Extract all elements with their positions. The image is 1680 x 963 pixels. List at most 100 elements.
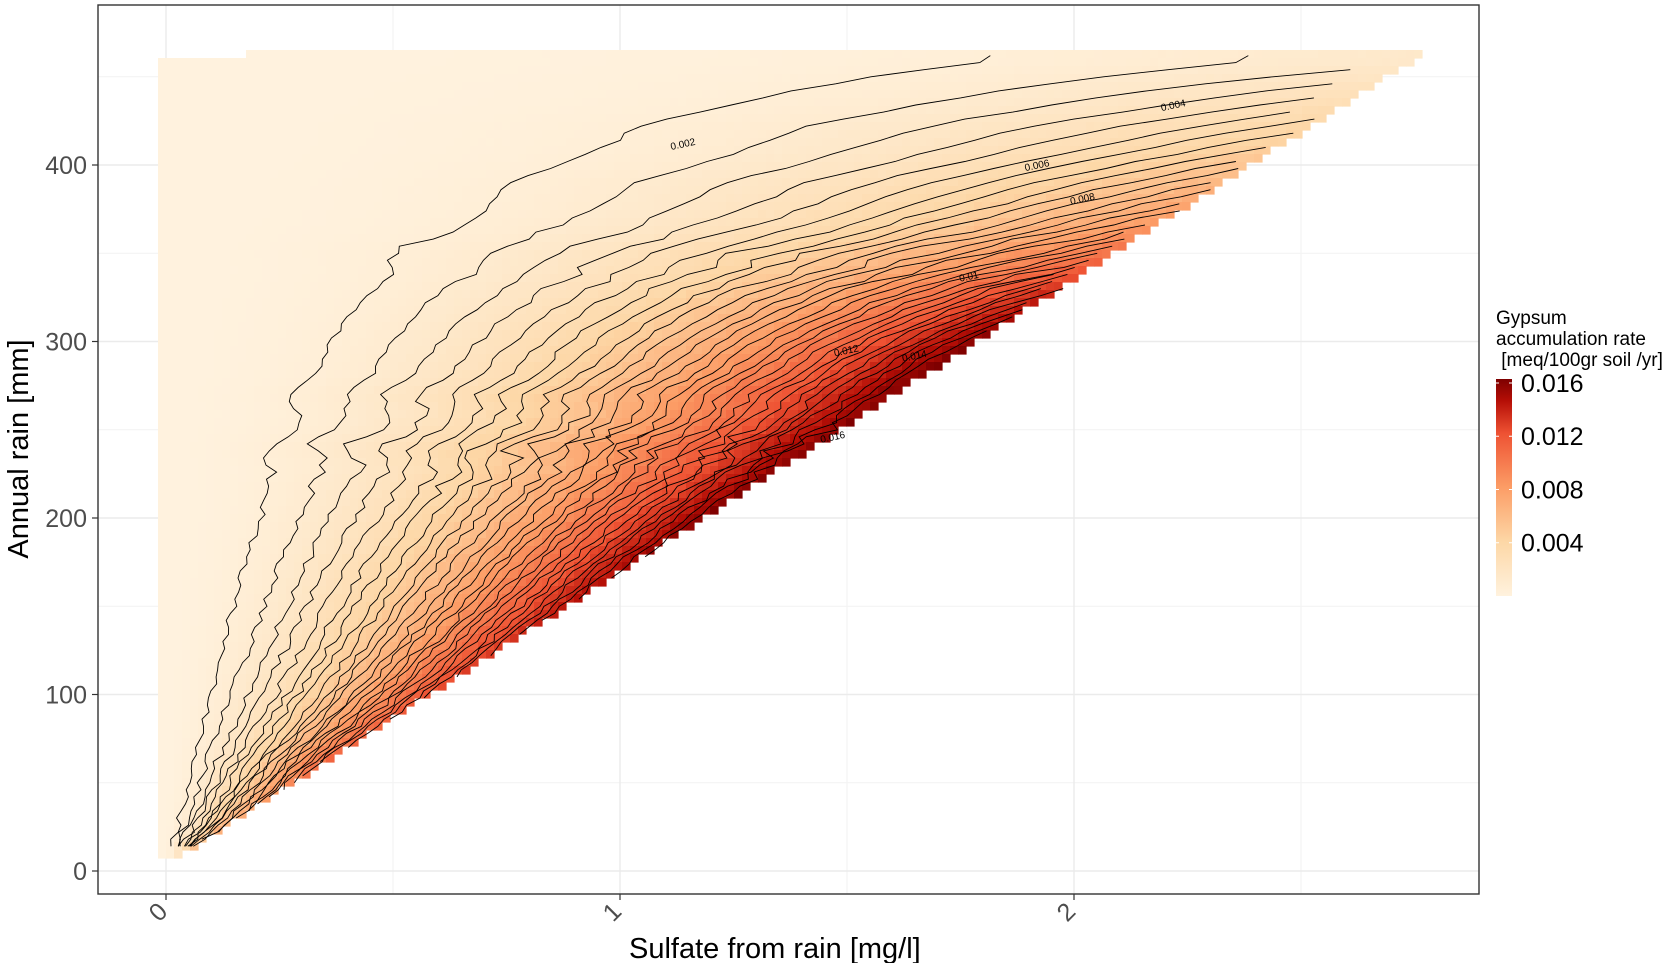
heatmap-tile: [246, 218, 255, 227]
heatmap-tile: [222, 90, 231, 99]
heatmap-tile: [798, 282, 807, 291]
heatmap-tile: [902, 274, 911, 283]
heatmap-tile: [286, 98, 295, 107]
heatmap-tile: [830, 306, 839, 315]
heatmap-tile: [894, 82, 903, 91]
heatmap-tile: [782, 154, 791, 163]
heatmap-tile: [238, 346, 247, 355]
heatmap-tile: [1022, 50, 1031, 59]
heatmap-tile: [262, 58, 271, 67]
heatmap-tile: [174, 354, 183, 363]
heatmap-tile: [246, 314, 255, 323]
heatmap-tile: [1206, 58, 1215, 67]
heatmap-tile: [214, 274, 223, 283]
heatmap-tile: [486, 90, 495, 99]
heatmap-tile: [158, 298, 167, 307]
heatmap-tile: [798, 346, 807, 355]
heatmap-tile: [310, 162, 319, 171]
heatmap-tile: [1030, 50, 1039, 59]
heatmap-tile: [1014, 290, 1023, 299]
heatmap-tile: [1070, 218, 1079, 227]
heatmap-tile: [462, 354, 471, 363]
heatmap-tile: [998, 282, 1007, 291]
heatmap-tile: [1054, 98, 1063, 107]
heatmap-tile: [758, 98, 767, 107]
heatmap-tile: [254, 106, 263, 115]
heatmap-tile: [806, 178, 815, 187]
heatmap-tile: [390, 338, 399, 347]
heatmap-tile: [846, 226, 855, 235]
heatmap-tile: [1174, 186, 1183, 195]
heatmap-tile: [534, 298, 543, 307]
heatmap-tile: [1022, 242, 1031, 251]
heatmap-tile: [566, 186, 575, 195]
heatmap-tile: [958, 138, 967, 147]
heatmap-tile: [798, 202, 807, 211]
heatmap-tile: [590, 322, 599, 331]
heatmap-tile: [766, 226, 775, 235]
heatmap-tile: [854, 154, 863, 163]
heatmap-tile: [630, 322, 639, 331]
heatmap-tile: [446, 346, 455, 355]
heatmap-tile: [1022, 122, 1031, 131]
heatmap-tile: [382, 322, 391, 331]
heatmap-tile: [1182, 50, 1191, 59]
heatmap-tile: [478, 146, 487, 155]
heatmap-tile: [454, 314, 463, 323]
heatmap-tile: [526, 210, 535, 219]
heatmap-tile: [502, 354, 511, 363]
heatmap-tile: [678, 346, 687, 355]
heatmap-tile: [686, 122, 695, 131]
heatmap-tile: [182, 186, 191, 195]
heatmap-tile: [630, 74, 639, 83]
heatmap-tile: [206, 322, 215, 331]
heatmap-tile: [526, 258, 535, 267]
heatmap-tile: [422, 170, 431, 179]
heatmap-tile: [1398, 50, 1407, 59]
heatmap-tile: [734, 290, 743, 299]
heatmap-tile: [1374, 50, 1383, 59]
heatmap-tile: [990, 58, 999, 67]
heatmap-tile: [910, 322, 919, 331]
heatmap-tile: [654, 354, 663, 363]
heatmap-tile: [822, 98, 831, 107]
heatmap-tile: [422, 194, 431, 203]
heatmap-tile: [974, 290, 983, 299]
heatmap-tile: [990, 306, 999, 315]
heatmap-tile: [566, 98, 575, 107]
heatmap-tile: [1150, 146, 1159, 155]
heatmap-tile: [942, 58, 951, 67]
heatmap-tile: [246, 130, 255, 139]
heatmap-tile: [942, 130, 951, 139]
heatmap-tile: [1054, 122, 1063, 131]
heatmap-tile: [198, 82, 207, 91]
heatmap-tile: [918, 146, 927, 155]
heatmap-tile: [974, 250, 983, 259]
heatmap-tile: [878, 90, 887, 99]
heatmap-tile: [894, 138, 903, 147]
heatmap-tile: [726, 178, 735, 187]
heatmap-tile: [422, 122, 431, 131]
heatmap-tile: [534, 154, 543, 163]
heatmap-tile: [1102, 98, 1111, 107]
heatmap-tile: [934, 146, 943, 155]
heatmap-tile: [862, 282, 871, 291]
heatmap-tile: [846, 346, 855, 355]
heatmap-tile: [334, 58, 343, 67]
heatmap-tile: [886, 282, 895, 291]
heatmap-tile: [878, 58, 887, 67]
heatmap-tile: [1014, 298, 1023, 307]
heatmap-tile: [478, 138, 487, 147]
heatmap-tile: [470, 106, 479, 115]
heatmap-tile: [662, 346, 671, 355]
heatmap-tile: [734, 330, 743, 339]
heatmap-tile: [462, 298, 471, 307]
heatmap-tile: [366, 82, 375, 91]
heatmap-tile: [702, 234, 711, 243]
heatmap-tile: [430, 298, 439, 307]
heatmap-tile: [342, 330, 351, 339]
heatmap-tile: [558, 354, 567, 363]
heatmap-tile: [358, 306, 367, 315]
heatmap-tile: [1294, 106, 1303, 115]
heatmap-tile: [1038, 234, 1047, 243]
